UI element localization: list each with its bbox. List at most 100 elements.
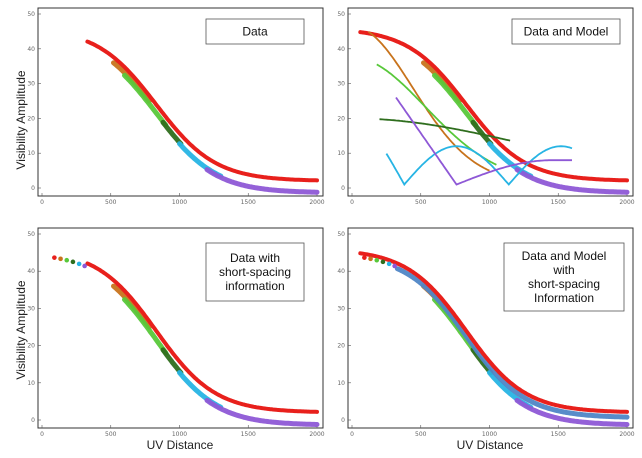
y-tick-label: 10 [27,150,35,157]
y-axis-title-top: Visibility Amplitude [14,70,28,169]
x-tick-label: 0 [350,199,354,206]
y-tick-label: 0 [341,417,345,424]
panel-label-line: information [225,279,284,293]
data-segment [122,297,169,356]
x-tick-label: 2000 [619,199,634,206]
y-tick-label: 50 [337,11,345,18]
y-tick-label: 0 [341,185,345,192]
short-spacing-point [70,259,76,265]
data-segment [160,119,184,147]
short-spacing-point [58,256,63,262]
x-tick-label: 1000 [172,199,187,206]
y-tick-label: 30 [27,81,35,88]
panel-label-line: Information [534,291,594,305]
data-segment [160,347,184,376]
data-curve-red [85,261,319,414]
x-tick-label: 2000 [309,199,324,206]
y-tick-label: 20 [337,115,345,122]
y-tick-label: 30 [27,305,35,312]
data-segment [432,72,479,128]
data-segment [470,347,494,376]
panel-label-box [503,242,625,312]
data-curve-red [85,39,319,183]
y-tick-label: 40 [337,268,345,275]
panel-label-line: Data [242,25,268,39]
plot-frame [347,227,634,429]
plot-frame [347,7,634,197]
x-tick-label: 2000 [619,431,634,438]
y-tick-label: 20 [337,343,345,350]
x-tick-label: 0 [40,199,44,206]
x-tick-label: 1000 [482,431,497,438]
x-tick-label: 1000 [172,431,187,438]
x-tick-label: 500 [105,199,117,206]
short-spacing-point [76,261,82,267]
y-tick-label: 30 [337,81,345,88]
data-segment [394,266,630,420]
data-segment [177,370,224,410]
short-spacing-point [64,257,70,263]
x-tick-label: 1500 [551,199,566,206]
plot-frame [37,7,324,197]
x-tick-label: 0 [40,431,44,438]
panel-label-box [205,18,305,45]
x-axis-title-right: UV Distance [457,438,524,452]
x-tick-label: 1500 [241,431,256,438]
short-spacing-point [362,255,367,260]
y-axis-title-bottom: Visibility Amplitude [14,280,28,379]
x-tick-label: 2000 [309,431,324,438]
data-segment [122,72,169,128]
panel-label-line: Data and Model [522,249,607,263]
short-spacing-point [392,263,397,269]
y-tick-label: 50 [27,11,35,18]
y-tick-label: 0 [31,185,35,192]
plot-frame [37,227,324,429]
short-spacing-point [368,256,373,262]
model-curve [395,96,572,186]
panel-data-model-short-spacing: 0 500 1000 1500 2000 0 10 20 30 40 50 Data and Mode… [337,227,635,438]
panel-label-line: short-spacing [219,265,291,279]
data-segment [204,397,320,427]
panel-label-box [205,242,305,302]
x-tick-label: 1500 [551,431,566,438]
data-curve-red [358,30,629,183]
y-tick-label: 30 [337,305,345,312]
panel-label-line: Data and Model [524,25,609,39]
y-tick-label: 0 [31,417,35,424]
short-spacing-point [52,255,57,260]
panel-data-short-spacing: 0 500 1000 1500 2000 0 10 20 30 40 50 Data withshor… [27,227,325,438]
short-spacing-point [82,263,87,269]
y-tick-label: 40 [27,268,35,275]
short-spacing-point [386,261,392,267]
model-curve [385,145,573,187]
y-tick-label: 10 [337,150,345,157]
panel-label-line: with [552,263,574,277]
x-tick-label: 1000 [482,199,497,206]
panel-label-line: short-spacing [528,277,600,291]
data-curve-red [358,251,629,414]
model-curve [379,118,511,142]
y-tick-label: 20 [27,115,35,122]
model-curve [367,31,490,172]
x-tick-label: 500 [415,431,427,438]
y-tick-label: 50 [337,231,345,238]
x-axis-title-left: UV Distance [147,438,214,452]
panel-data-and-model: 0 500 1000 1500 2000 0 10 20 30 40 50 Data and Mode… [337,7,635,206]
data-segment [177,141,224,179]
panel-label-line: Data with [230,251,280,265]
y-tick-label: 40 [27,46,35,53]
data-segment [204,167,320,195]
x-tick-label: 0 [350,431,354,438]
data-segment [514,397,630,427]
y-tick-label: 40 [337,46,345,53]
short-spacing-point [380,259,386,265]
x-tick-label: 500 [415,199,427,206]
y-tick-label: 10 [27,380,35,387]
x-tick-label: 1500 [241,199,256,206]
short-spacing-point [374,257,380,263]
data-segment [514,167,630,195]
panel-data: 0 500 1000 1500 2000 0 10 20 30 40 50 Data [27,7,325,206]
y-tick-label: 50 [27,231,35,238]
y-tick-label: 20 [27,343,35,350]
